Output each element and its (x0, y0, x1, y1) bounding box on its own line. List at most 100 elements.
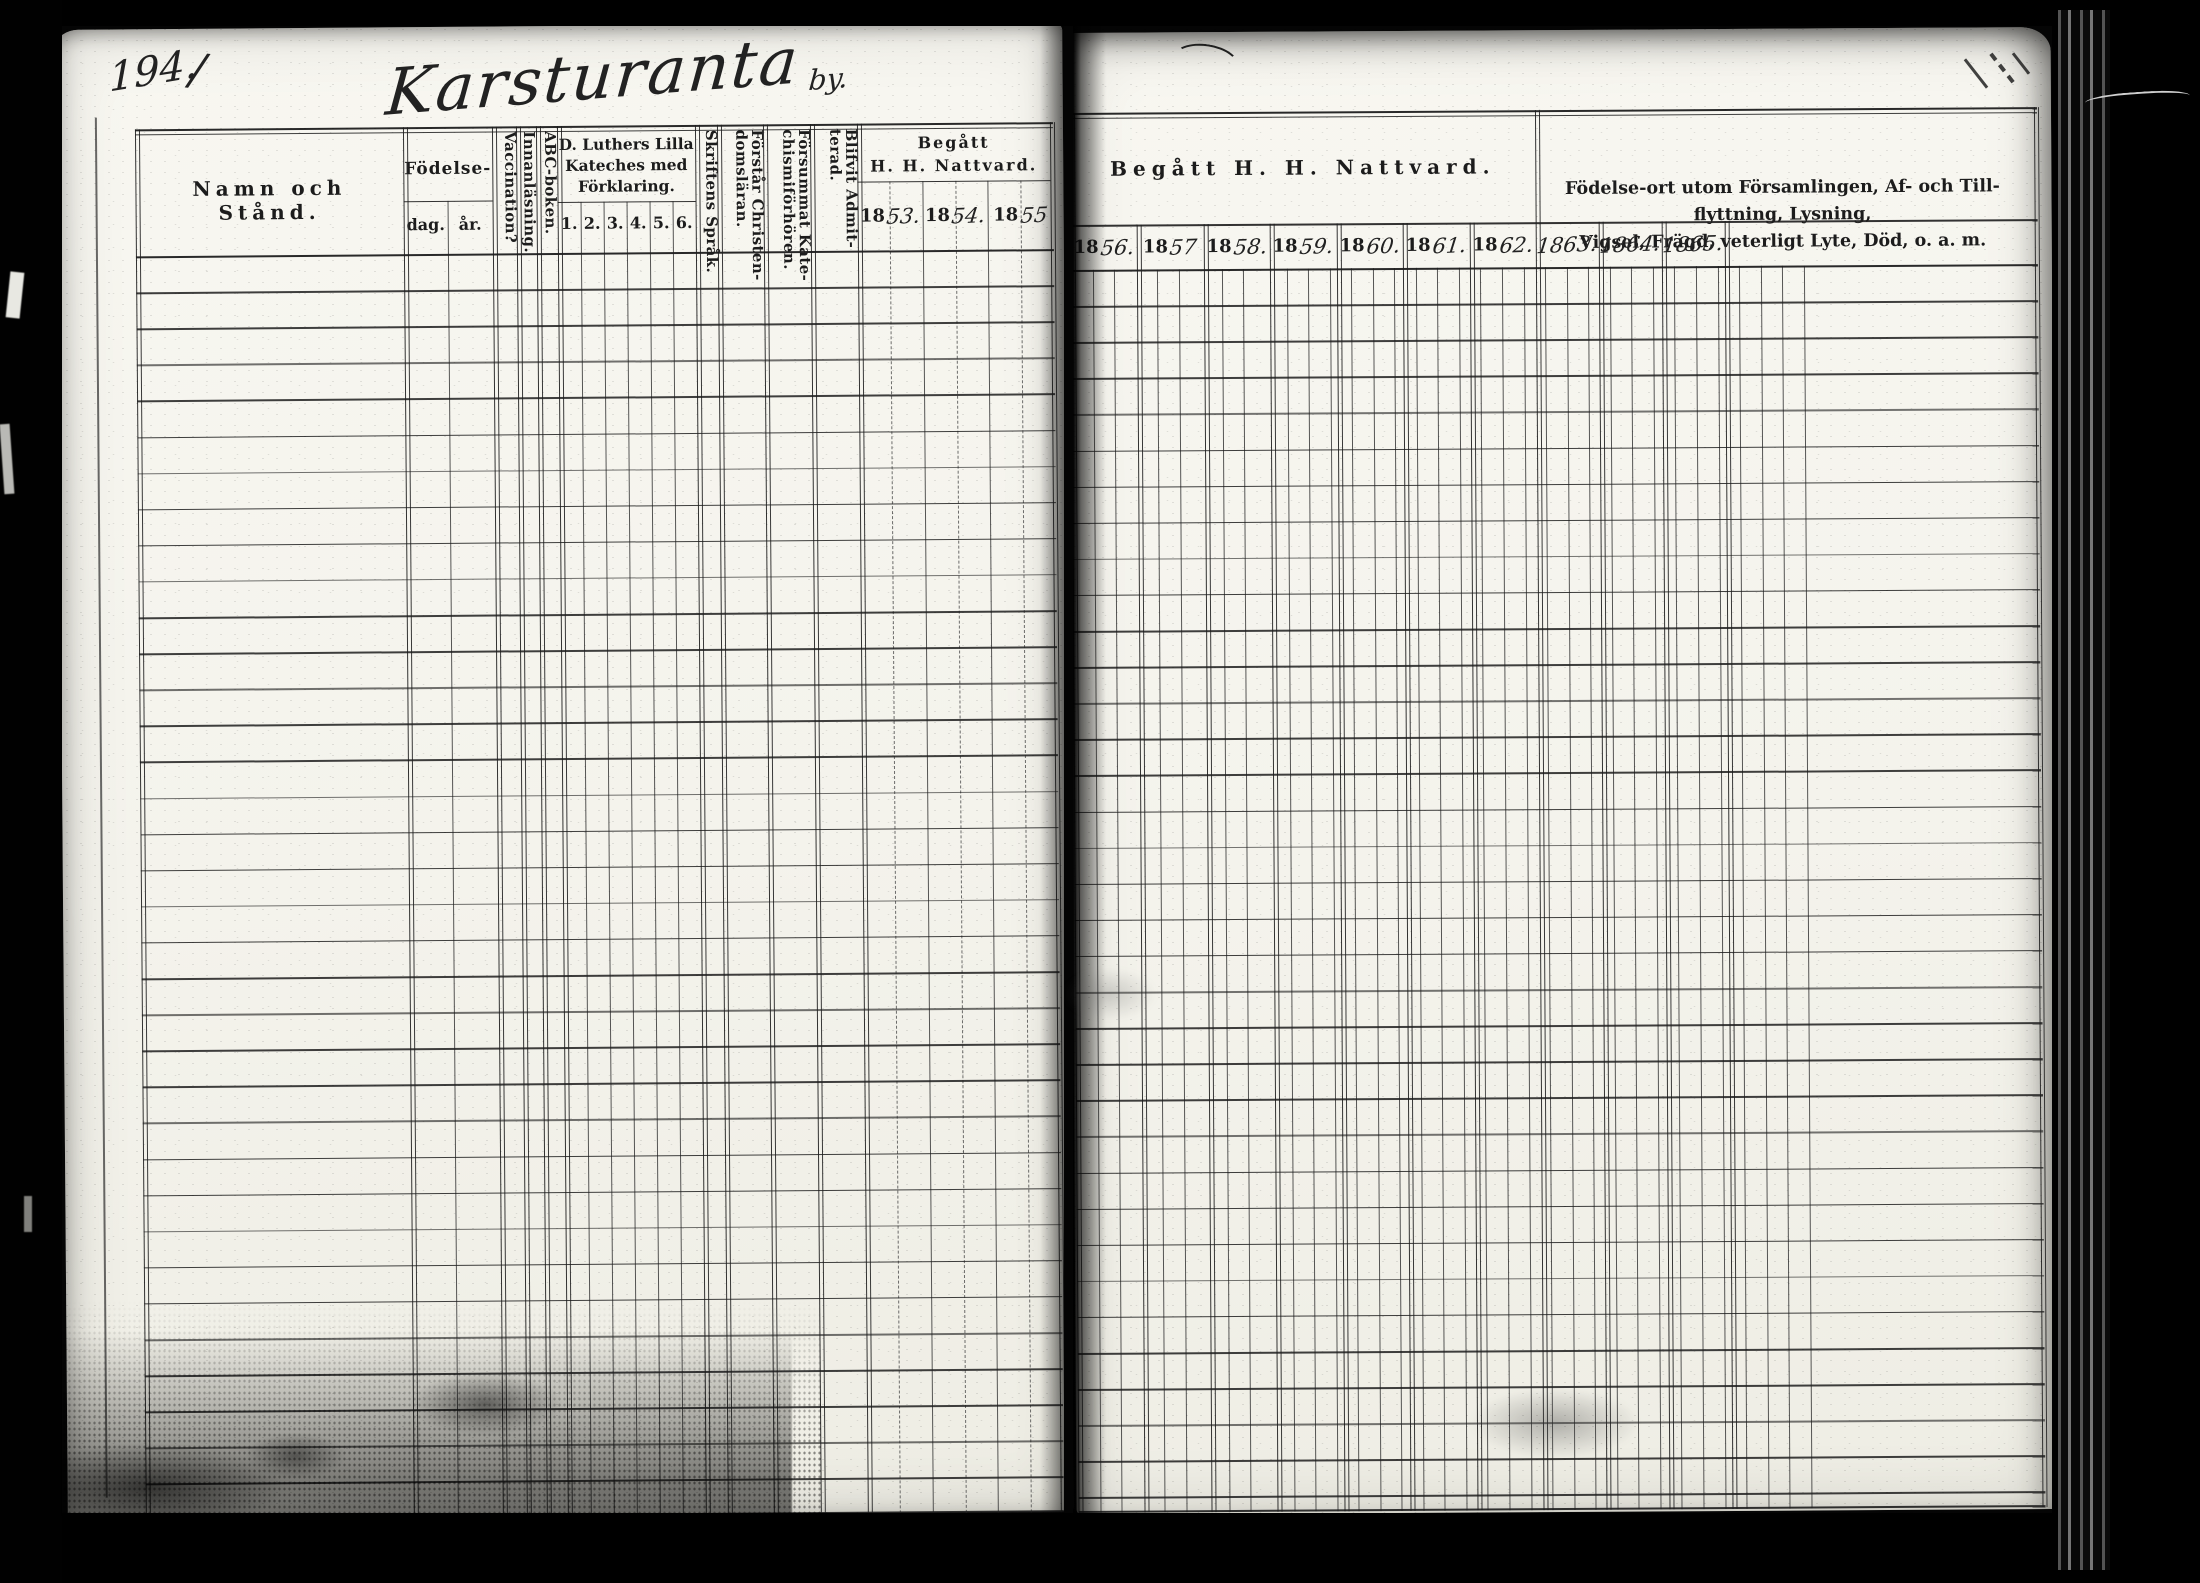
village-title-text: Karsturanta (383, 24, 803, 131)
missed-line2: chismiförhören. (779, 129, 799, 270)
communion-year-cell-1857: 18 57 (1137, 224, 1203, 269)
year-printed: 18 (993, 204, 1019, 226)
left-page: 194.∕ Karsturanta by. Namn och Stånd. Föd… (56, 22, 1074, 1520)
row-rule (1072, 516, 2040, 525)
left-edge-nick (24, 1196, 32, 1232)
column-rule (1598, 221, 1612, 1510)
year-handwritten: 53. (885, 203, 922, 229)
village-title: Karsturanta by. (383, 24, 850, 130)
right-page: Begått H. H. Nattvard. Födelse-ort utom … (1067, 27, 2060, 1515)
communion-year-cell-1862: 18 62. (1470, 222, 1536, 267)
reading-header-text: Innanläsning. (519, 131, 539, 254)
grade-6: 6. (675, 212, 693, 233)
scan-edge-top (0, 0, 2200, 26)
year-printed: 18 (1272, 235, 1298, 257)
communion-year-cell-1863: 1863. (1536, 222, 1599, 267)
ink-smudge (1470, 1388, 1640, 1458)
name-column-header: Namn och Stånd. (192, 175, 347, 225)
catechism-header-line1: D. Luthers Lilla (558, 133, 694, 155)
grade-3: 3. (606, 213, 624, 233)
row-rule (1075, 1058, 2043, 1066)
row-rule (142, 1115, 1061, 1125)
column-rule (1566, 266, 1576, 1510)
communion-year-cell-1860: 18 60. (1337, 223, 1403, 268)
year-handwritten: 58. (1232, 233, 1269, 260)
communion-line2: H. H. Nattvard. (870, 155, 1038, 176)
row-rule (1076, 1166, 2044, 1175)
year-printed: 18 (859, 205, 886, 227)
year-handwritten: 1865. (1661, 230, 1725, 257)
year-handwritten: 1863. (1535, 231, 1599, 258)
row-rule (1073, 661, 2041, 669)
column-rule (1661, 221, 1675, 1510)
row-rule (138, 610, 1057, 619)
row-rule (1073, 697, 2041, 705)
row-rule (1072, 588, 2040, 597)
row-rule (1071, 336, 2039, 344)
row-rule (1078, 1491, 2046, 1499)
column-rule (1178, 269, 1188, 1513)
communion-year-cell-1858: 18 58. (1204, 224, 1270, 269)
row-rule (139, 754, 1058, 764)
year-printed: 18 (1472, 234, 1498, 256)
row-rule (138, 537, 1057, 547)
left-margin-line (94, 117, 108, 1498)
row-rule (1076, 1130, 2044, 1138)
column-rule (1609, 266, 1619, 1510)
column-rule (1436, 267, 1446, 1511)
row-rule (135, 249, 1054, 259)
row-rule (143, 1259, 1062, 1269)
column-rule (1307, 268, 1317, 1512)
row-rule (1077, 1274, 2045, 1283)
row-rule (1075, 1022, 2043, 1030)
abc-book-header-text: ABC-boken. (540, 131, 560, 235)
page-number-text: 194. (108, 40, 198, 102)
year-printed: 18 (1142, 236, 1169, 258)
row-rule (140, 790, 1059, 800)
column-rule (1393, 268, 1403, 1512)
column-rule (1242, 268, 1252, 1512)
row-rule (1074, 805, 2042, 814)
column-rule (1221, 269, 1231, 1513)
communion-year-cell-1865: 1865. (1662, 221, 1725, 266)
year-handwritten: 57 (1168, 234, 1199, 260)
column-rule (1269, 223, 1283, 1512)
column-rule (1587, 266, 1597, 1510)
row-rule (1077, 1310, 2045, 1319)
column-rule (1136, 224, 1150, 1513)
row-rule (1072, 444, 2040, 453)
book-gutter-shadow (1040, 0, 1106, 1583)
row-rule (142, 1043, 1061, 1053)
row-rule (143, 1151, 1062, 1161)
column-rule (1501, 267, 1511, 1511)
catechism-header-line2: Kateches med (565, 155, 688, 175)
admitted-header: Blifvit Admit- terad. (811, 129, 861, 249)
birth-group-header: Födelse- (404, 158, 492, 180)
row-rule (1075, 949, 2043, 958)
row-rule (139, 682, 1058, 692)
grade-5: 5. (652, 213, 670, 233)
communion-year-cell-1864: 1864. (1599, 221, 1662, 266)
row-rule (138, 574, 1057, 583)
catechism-header-line3: Förklaring. (577, 176, 675, 196)
communion-group-header-left: Begått H. H. Nattvard. (857, 130, 1050, 178)
communion-line1: Begått (917, 132, 990, 153)
row-rule (1076, 1094, 2043, 1102)
row-rule (1071, 408, 2039, 416)
row-rule (1077, 1347, 2045, 1355)
column-rule (1630, 266, 1640, 1510)
column-rule (1350, 268, 1360, 1512)
row-rule (141, 1007, 1060, 1017)
understands-doctrine-header: Förstår Christen- domsläran. (718, 129, 767, 280)
row-rule (1078, 1505, 2046, 1514)
grade-2: 2. (583, 213, 601, 233)
communion-group-header-right: Begått H. H. Nattvard. (1110, 154, 1496, 181)
year-handwritten: 62. (1498, 232, 1535, 258)
village-title-suffix: by. (807, 60, 850, 98)
column-rule (1695, 266, 1705, 1510)
column-rule (856, 123, 873, 1514)
row-rule (141, 935, 1060, 944)
row-rule (1072, 552, 2040, 561)
communion-year-cell-1861: 18 61. (1403, 223, 1469, 268)
